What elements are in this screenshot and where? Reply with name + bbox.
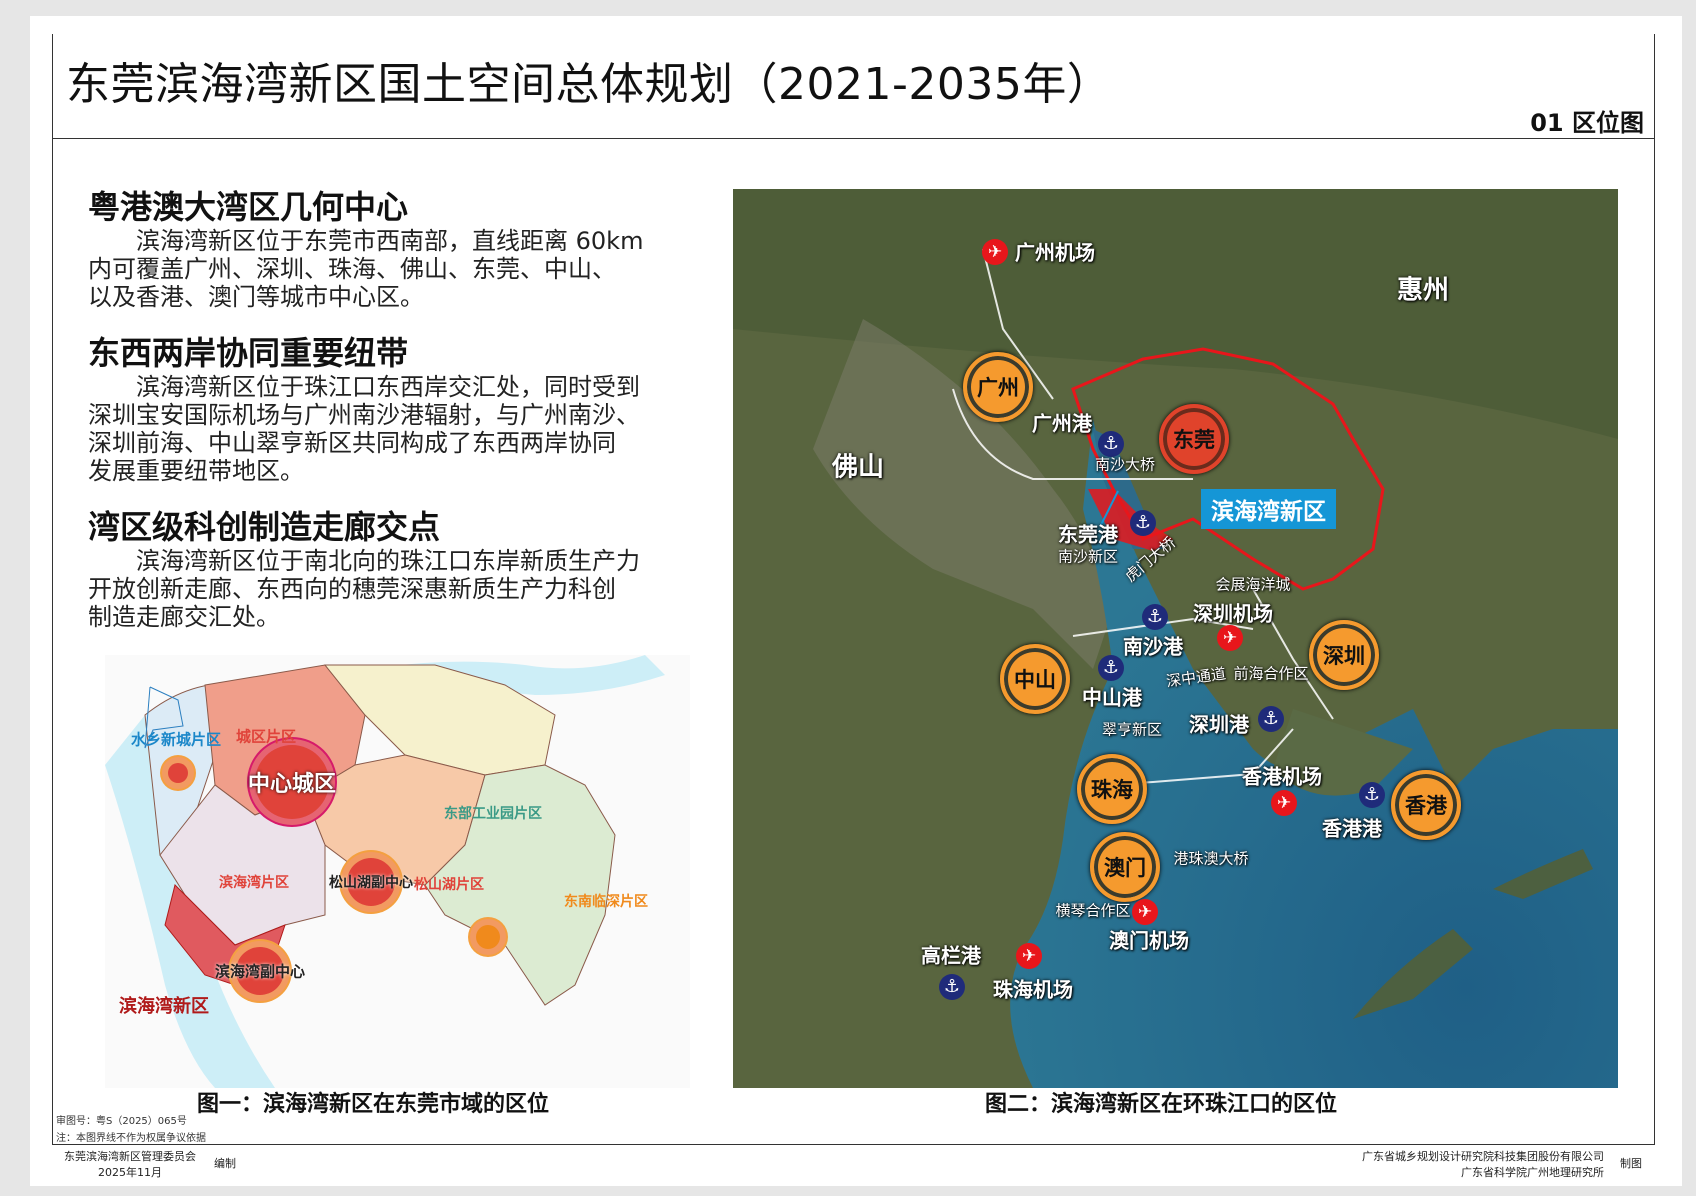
port-label: 高栏港: [921, 943, 981, 968]
airport-label: 深圳机场: [1193, 601, 1273, 626]
body-line: 深圳宝安国际机场与广州南沙港辐射，与广州南沙、: [88, 401, 640, 429]
pearl-river-estuary-map: 广州 东莞 深圳 中山 珠海 香港 澳门 惠州 佛山 ⚓ 广州港 ⚓ 东莞港 ⚓ 南沙港 ⚓ 中山港 ⚓ 深圳港 ⚓ 香…: [733, 189, 1618, 1088]
body-line: 滨海湾新区位于珠江口东西岸交汇处，同时受到: [88, 373, 640, 401]
body-line: 内可覆盖广州、深圳、珠海、佛山、东莞、中山、: [88, 255, 616, 283]
place-label: 翠亨新区: [1101, 720, 1163, 739]
page-title: 东莞滨海湾新区国土空间总体规划（2021-2035年）: [66, 59, 1112, 110]
place-label: 横琴合作区: [1055, 901, 1131, 920]
place-label: 港珠澳大桥: [1173, 849, 1249, 868]
port-label: 中山港: [1082, 685, 1142, 710]
body-line: 滨海湾新区位于东莞市西南部，直线距离 60km: [88, 227, 644, 255]
body-line: 制造走廊交汇处。: [88, 603, 280, 631]
city-marker-0: 广州: [963, 352, 1033, 422]
airplane-icon: ✈: [1271, 790, 1297, 816]
anchor-icon: ⚓: [1359, 782, 1385, 808]
zone-label: 东部工业园片区: [444, 806, 542, 822]
figure1-caption: 图一：滨海湾新区在东莞市域的区位: [197, 1092, 550, 1117]
body-line: 以及香港、澳门等城市中心区。: [88, 283, 424, 311]
body-line: 发展重要纽带地区。: [88, 457, 304, 485]
compile-date: 2025年11月: [98, 1166, 162, 1179]
city-marker-4: 珠海: [1077, 754, 1147, 824]
center-marker: [476, 925, 500, 949]
city-marker-3: 中山: [1000, 644, 1070, 714]
figure2-caption: 图二：滨海湾新区在环珠江口的区位: [985, 1092, 1338, 1117]
section-heading: 东西两岸协同重要纽带: [88, 334, 409, 372]
map2-background: [733, 189, 1618, 1088]
zone-label: 滨海湾片区: [219, 875, 289, 891]
city-marker-1: 东莞: [1159, 404, 1229, 474]
airplane-icon: ✈: [982, 239, 1008, 265]
frame-line: [52, 1144, 1655, 1145]
region-label: 佛山: [831, 452, 885, 483]
place-label: 南沙新区: [1057, 547, 1119, 566]
airport-label: 广州机场: [1015, 240, 1095, 265]
anchor-icon: ⚓: [1098, 431, 1124, 457]
port-label: 南沙港: [1123, 634, 1183, 659]
binhaiwan-highlight-label: 滨海湾新区: [1201, 489, 1336, 529]
center-marker: [255, 745, 329, 819]
footer-mappers: 广东省城乡规划设计研究院科技集团股份有限公司 广东省科学院广州地理研究所: [1362, 1148, 1604, 1180]
zone-label: 滨海湾副中心: [214, 962, 306, 981]
zone-label: 城区片区: [235, 727, 297, 746]
footer-org: 东莞滨海湾新区管理委员会 2025年11月: [64, 1148, 196, 1180]
body-line: 深圳前海、中山翠亨新区共同构成了东西两岸协同: [88, 429, 616, 457]
zone-label: 水乡新城片区: [130, 730, 222, 749]
place-label: 会展海洋城: [1215, 575, 1291, 594]
zone-label: 东南临深片区: [564, 894, 648, 910]
zone-label: 滨海湾新区: [119, 996, 209, 1017]
airplane-icon: ✈: [1016, 943, 1042, 969]
header-divider: [52, 138, 1655, 139]
airport-label: 香港机场: [1242, 764, 1322, 789]
anchor-icon: ⚓: [1098, 655, 1124, 681]
center-marker: [347, 858, 395, 906]
place-label: 南沙大桥: [1094, 455, 1156, 474]
mapping-organization-1: 广东省城乡规划设计研究院科技集团股份有限公司: [1362, 1150, 1604, 1163]
anchor-icon: ⚓: [1142, 604, 1168, 630]
zone-label: 松山湖副中心: [329, 875, 413, 891]
boundary-disclaimer: 注：本图界线不作为权属争议依据: [56, 1133, 206, 1144]
section-corridor-node: 湾区级科创制造走廊交点 滨海湾新区位于南北向的珠江口东岸新质生产力 开放创新走廊…: [88, 507, 708, 631]
section-heading: 粤港澳大湾区几何中心: [88, 188, 409, 226]
approval-number: 审图号：粤S（2025）065号: [56, 1116, 187, 1127]
city-marker-6: 澳门: [1090, 832, 1160, 902]
anchor-icon: ⚓: [1130, 510, 1156, 536]
city-marker-5: 香港: [1391, 770, 1461, 840]
airplane-icon: ✈: [1217, 625, 1243, 651]
anchor-icon: ⚓: [939, 974, 965, 1000]
sheet-label: 01 区位图: [1530, 109, 1644, 137]
body-line: 滨海湾新区位于南北向的珠江口东岸新质生产力: [88, 547, 640, 575]
section-east-west-link: 东西两岸协同重要纽带 滨海湾新区位于珠江口东西岸交汇处，同时受到 深圳宝安国际机…: [88, 333, 708, 485]
airplane-icon: ✈: [1132, 899, 1158, 925]
anchor-icon: ⚓: [1258, 706, 1284, 732]
body-line: 开放创新走廊、东西向的穗莞深惠新质生产力科创: [88, 575, 616, 603]
port-label: 东莞港: [1058, 522, 1118, 547]
frame-line: [1654, 34, 1655, 1145]
airport-label: 珠海机场: [993, 977, 1073, 1002]
zone-label: 松山湖片区: [414, 877, 484, 893]
section-heading: 湾区级科创制造走廊交点: [88, 508, 441, 546]
compiling-organization: 东莞滨海湾新区管理委员会: [64, 1150, 196, 1163]
frame-line: [52, 34, 53, 1145]
port-label: 深圳港: [1189, 712, 1249, 737]
compiled-label: 编制: [214, 1157, 236, 1170]
drawn-label: 制图: [1620, 1157, 1642, 1170]
port-label: 广州港: [1032, 411, 1092, 436]
center-marker: [236, 947, 284, 995]
center-marker: [168, 763, 188, 783]
mapping-organization-2: 广东省科学院广州地理研究所: [1461, 1166, 1604, 1179]
region-label: 惠州: [1396, 275, 1450, 306]
port-label: 香港港: [1322, 816, 1382, 841]
airport-label: 澳门机场: [1109, 928, 1189, 953]
section-geometric-center: 粤港澳大湾区几何中心 滨海湾新区位于东莞市西南部，直线距离 60km 内可覆盖广…: [88, 187, 708, 311]
dongguan-location-map: 中心城区 水乡新城片区 城区片区东部工业园片区滨海湾片区 松山湖副中心 松山湖片区东南临…: [105, 655, 690, 1088]
city-marker-2: 深圳: [1309, 620, 1379, 690]
place-label: 前海合作区: [1233, 664, 1309, 683]
zone-label: 中心城区: [247, 772, 337, 797]
